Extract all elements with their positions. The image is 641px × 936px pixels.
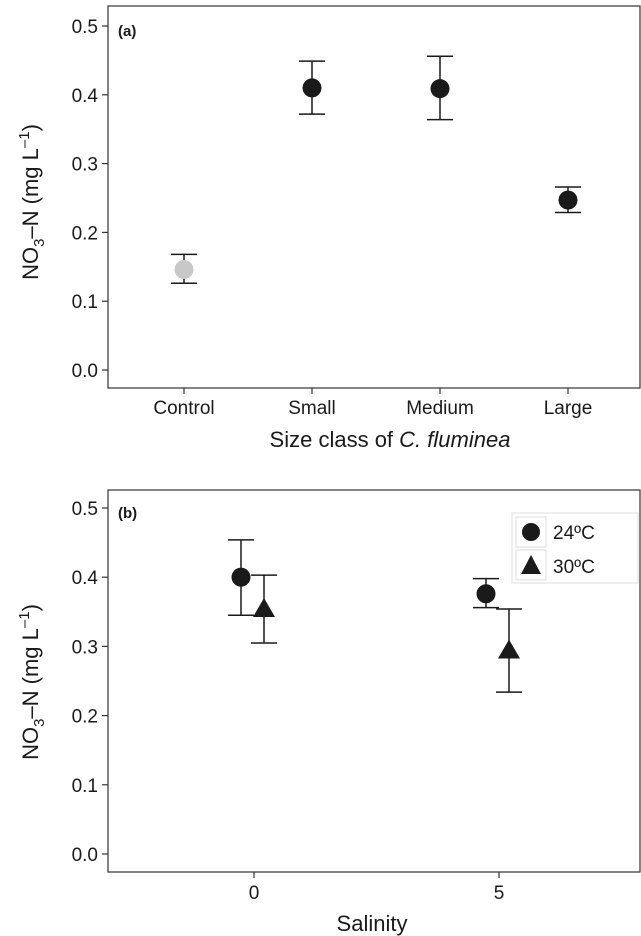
panel-a-label: (a) <box>118 23 136 40</box>
panel-a-y-axis-title: NO3–N (mg L–1) <box>16 124 48 280</box>
panel-a-x-tick-label: Control <box>153 398 214 419</box>
legend-label-30c: 30ºC <box>553 557 595 578</box>
panel-b-x-tick-label: 0 <box>249 883 260 904</box>
panel-a-y-tick-label: 0.3 <box>72 155 98 176</box>
legend-label-24c: 24ºC <box>553 523 595 544</box>
panel-a-y-tick-label: 0.1 <box>72 292 98 313</box>
legend-triangle-icon <box>521 555 541 574</box>
panel-b-y-tick-label: 0.0 <box>72 845 98 866</box>
panel-b-x-tick-label: 5 <box>494 883 505 904</box>
panel-b-marks <box>228 539 522 693</box>
panel-b-plot-frame <box>107 489 641 873</box>
panel-a-marks <box>171 55 581 285</box>
panel-a-x-axis-title: Size class of C. fluminea <box>270 427 511 452</box>
panel-b-y-tick-label: 0.1 <box>72 776 98 797</box>
panel-a-point <box>174 260 194 280</box>
panel-b-x-axis-title: Salinity <box>337 911 408 936</box>
panel-a-point <box>302 78 322 98</box>
panel-b-label: (b) <box>118 505 137 522</box>
panel-b-y-tick-label: 0.5 <box>72 499 98 520</box>
panel-b-y-ticks: 0.0 0.1 0.2 0.3 0.4 0.5 <box>72 499 108 866</box>
panel-a-y-tick-label: 0.5 <box>72 17 98 38</box>
legend-circle-icon <box>522 523 540 541</box>
panel-b-y-tick-label: 0.4 <box>72 568 99 589</box>
panel-a-point <box>558 190 578 210</box>
panel-a: (a) 0.0 0.1 0.2 0.3 0.4 0.5 Control Small Mediu… <box>16 5 641 452</box>
panel-a-plot-frame <box>107 5 641 389</box>
panel-a-x-tick-label: Large <box>544 398 593 419</box>
panel-b-y-tick-label: 0.2 <box>72 707 98 728</box>
panel-a-point <box>430 79 450 99</box>
panel-a-y-tick-label: 0.4 <box>72 86 99 107</box>
panel-b-point-triangle <box>253 598 275 618</box>
panel-a-y-tick-label: 0.2 <box>72 223 98 244</box>
panel-b-y-tick-label: 0.3 <box>72 637 98 658</box>
panel-a-y-tick-label: 0.0 <box>72 361 98 382</box>
panel-b-point-triangle <box>498 639 520 659</box>
panel-b-y-axis-title: NO3–N (mg L–1) <box>16 604 48 760</box>
panel-b-point-circle <box>231 567 251 587</box>
panel-a-x-tick-label: Small <box>288 398 336 419</box>
panel-b-point-circle <box>476 584 496 604</box>
panel-a-x-ticks: Control Small Medium Large <box>153 388 592 419</box>
panel-a-y-ticks: 0.0 0.1 0.2 0.3 0.4 0.5 <box>72 17 108 382</box>
panel-a-x-tick-label: Medium <box>406 398 474 419</box>
panel-b-legend: 24ºC 30ºC <box>511 512 639 584</box>
